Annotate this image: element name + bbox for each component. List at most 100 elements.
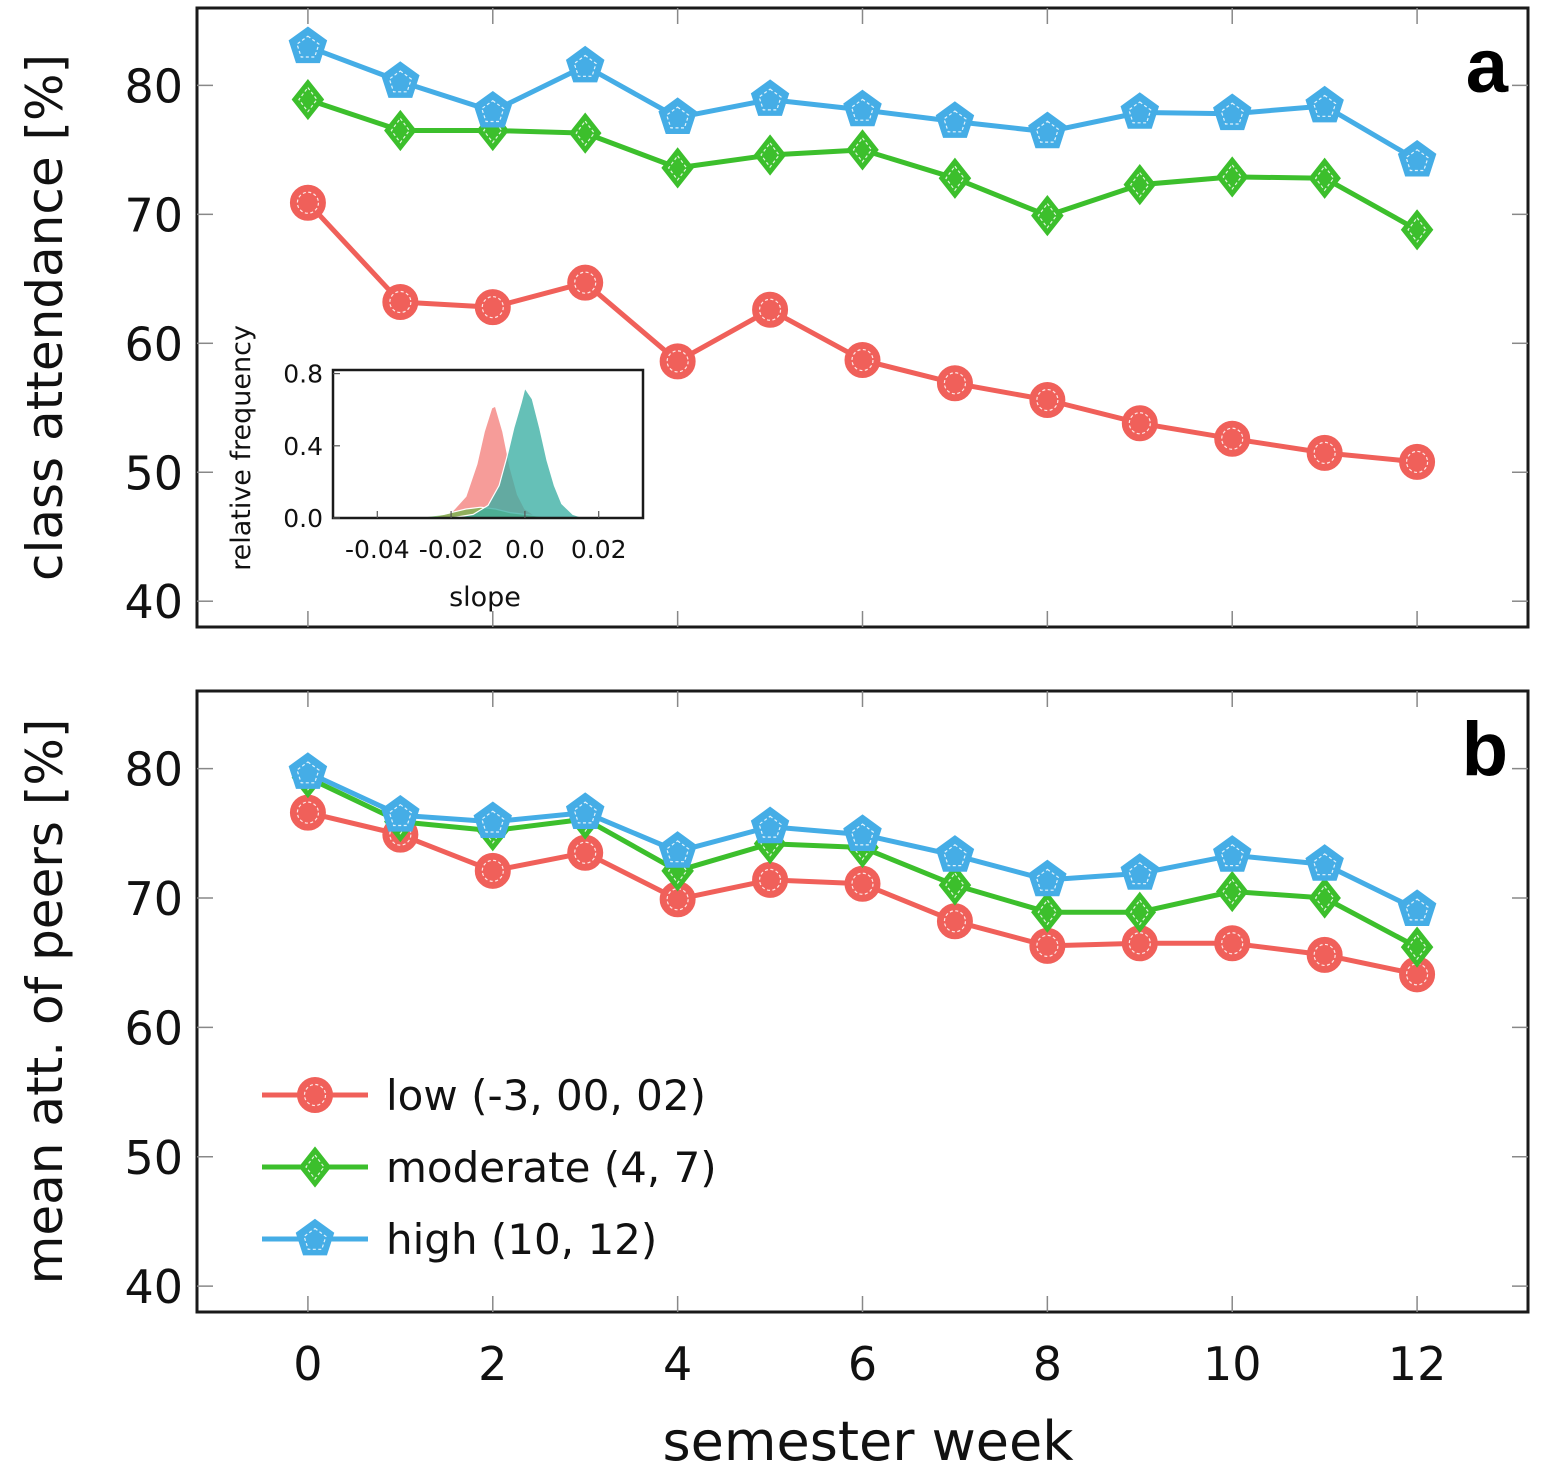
data-point-ring — [1405, 898, 1429, 921]
data-point — [844, 342, 881, 379]
x-tick-label: 10 — [1203, 1337, 1262, 1391]
y-tick-label: 60 — [124, 317, 183, 371]
data-point-ring — [943, 844, 967, 867]
y-axis-title: mean att. of peers [%] — [16, 719, 74, 1285]
data-point — [844, 865, 881, 902]
data-point — [1121, 405, 1158, 442]
y-tick-label: 50 — [124, 446, 183, 500]
series-circle — [289, 184, 1436, 480]
y-tick-label: 70 — [124, 188, 183, 242]
data-point — [1031, 195, 1064, 237]
data-point-ring — [298, 86, 318, 113]
inset-x-tick-label: -0.02 — [419, 535, 484, 564]
data-point — [1215, 870, 1249, 913]
data-point — [1214, 925, 1251, 962]
data-point-ring — [1128, 101, 1152, 124]
data-point-ring — [1128, 862, 1152, 885]
data-point-ring — [943, 910, 967, 933]
data-point — [1397, 889, 1437, 926]
data-point — [750, 79, 790, 116]
data-point — [567, 834, 604, 871]
data-point-ring — [851, 348, 874, 372]
data-point — [288, 752, 328, 789]
data-point-ring — [296, 761, 320, 784]
y-tick-label: 40 — [124, 1260, 183, 1314]
legend-marker — [298, 1146, 332, 1188]
data-point — [1029, 382, 1066, 419]
data-point-ring — [296, 801, 320, 824]
data-point — [289, 794, 326, 831]
data-point-ring — [1220, 844, 1244, 867]
data-point — [1123, 164, 1157, 206]
data-point — [1123, 891, 1157, 933]
data-point — [935, 101, 975, 138]
data-point — [1028, 111, 1067, 149]
data-point — [1400, 209, 1434, 251]
data-point-ring — [850, 98, 875, 121]
data-point — [474, 852, 511, 889]
data-point — [565, 45, 605, 83]
data-point — [659, 343, 696, 380]
x-tick-label: 12 — [1388, 1337, 1447, 1391]
data-point — [936, 903, 973, 940]
data-point-ring — [1313, 441, 1336, 465]
data-point — [565, 792, 605, 829]
data-point-ring — [1036, 388, 1059, 412]
legend-marker — [295, 1218, 335, 1256]
legend-label: low (-3, 00, 02) — [386, 1071, 706, 1120]
data-point — [1305, 85, 1344, 123]
legend-marker-ring — [303, 1227, 327, 1250]
series-circle — [289, 794, 1436, 993]
data-point-ring — [945, 872, 965, 899]
data-point — [1397, 139, 1437, 177]
data-point — [935, 835, 975, 872]
data-point-ring — [574, 271, 597, 294]
data-point-ring — [388, 70, 413, 93]
inset-y-axis-title: relative frequency — [226, 325, 257, 571]
data-point-ring — [1405, 450, 1429, 474]
data-point-ring — [1037, 202, 1058, 229]
data-point-ring — [1312, 94, 1337, 117]
data-point-ring — [1130, 171, 1150, 198]
data-point — [846, 129, 879, 171]
data-point — [752, 291, 789, 328]
data-point-ring — [943, 110, 967, 133]
legend-label: high (10, 12) — [386, 1215, 657, 1264]
data-point-ring — [665, 106, 690, 129]
data-point-ring — [1222, 163, 1242, 190]
data-point-ring — [1220, 102, 1244, 125]
data-point-ring — [1035, 868, 1060, 891]
data-point — [567, 264, 604, 301]
data-point-ring — [1128, 932, 1151, 955]
data-point — [658, 97, 697, 134]
data-point — [1213, 93, 1252, 131]
data-point-ring — [667, 154, 688, 181]
panel-label: a — [1466, 24, 1509, 109]
series-diamond — [291, 78, 1434, 251]
data-point-ring — [945, 165, 965, 192]
data-point-ring — [666, 888, 689, 911]
panel-label: b — [1462, 707, 1508, 792]
data-point-ring — [481, 296, 504, 319]
data-point — [381, 794, 420, 832]
data-point — [1305, 844, 1344, 881]
data-point-ring — [573, 54, 597, 77]
data-point — [473, 90, 512, 128]
y-tick-label: 50 — [124, 1131, 183, 1185]
data-point — [753, 134, 787, 176]
inset-frame — [331, 368, 645, 520]
legend-item: low (-3, 00, 02) — [262, 1071, 706, 1120]
data-point-ring — [1221, 427, 1244, 450]
data-point — [938, 157, 972, 199]
data-point — [384, 109, 417, 152]
data-point — [381, 61, 420, 98]
data-point — [936, 365, 973, 402]
data-point-ring — [851, 872, 874, 895]
data-point — [1215, 156, 1249, 198]
data-point-ring — [481, 99, 505, 123]
data-point — [658, 831, 697, 868]
y-tick-label: 80 — [124, 59, 183, 113]
data-point — [568, 112, 602, 154]
